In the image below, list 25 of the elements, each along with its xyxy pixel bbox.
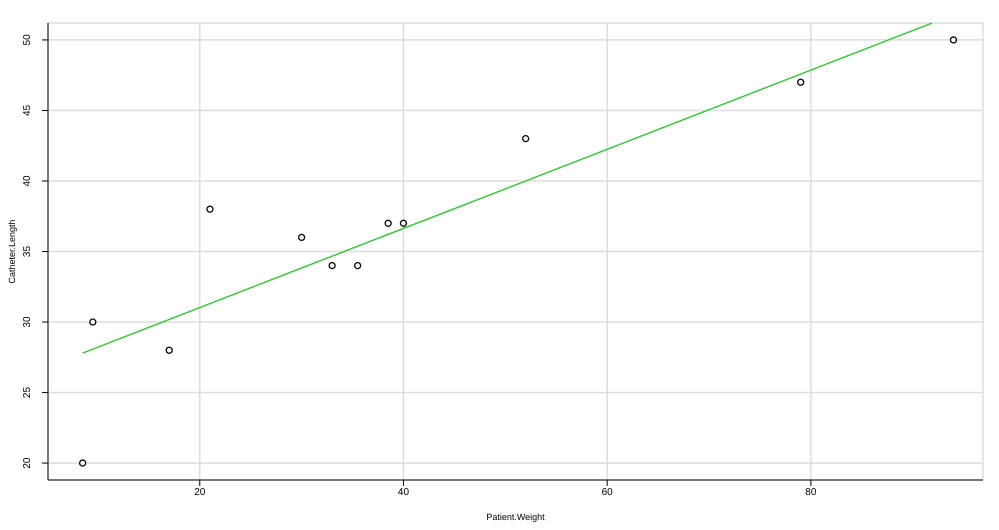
point [400,220,408,227]
point [328,262,336,270]
y-tick-label: 50 [22,34,33,46]
point [78,459,86,467]
point [522,135,530,142]
point [298,234,306,242]
x-axis-title: Patient.Weight [486,512,546,522]
x-tick-label: 20 [194,487,206,498]
point [384,220,392,227]
point [89,318,96,326]
point [354,262,362,270]
point [206,206,214,213]
y-axis-title: Catheter.Length [7,219,18,284]
x-tick-label: 80 [805,487,817,498]
y-tick-label: 45 [22,104,33,116]
y-tick-label: 25 [22,386,33,398]
y-tick-label: 30 [22,316,33,328]
point [797,78,804,86]
point [950,36,958,44]
y-tick-label: 20 [22,457,33,469]
x-tick-label: 60 [602,487,614,498]
y-tick-label: 35 [22,246,33,258]
y-tick-label: 40 [22,174,33,187]
point [166,346,173,354]
x-tick-label: 40 [398,487,410,498]
